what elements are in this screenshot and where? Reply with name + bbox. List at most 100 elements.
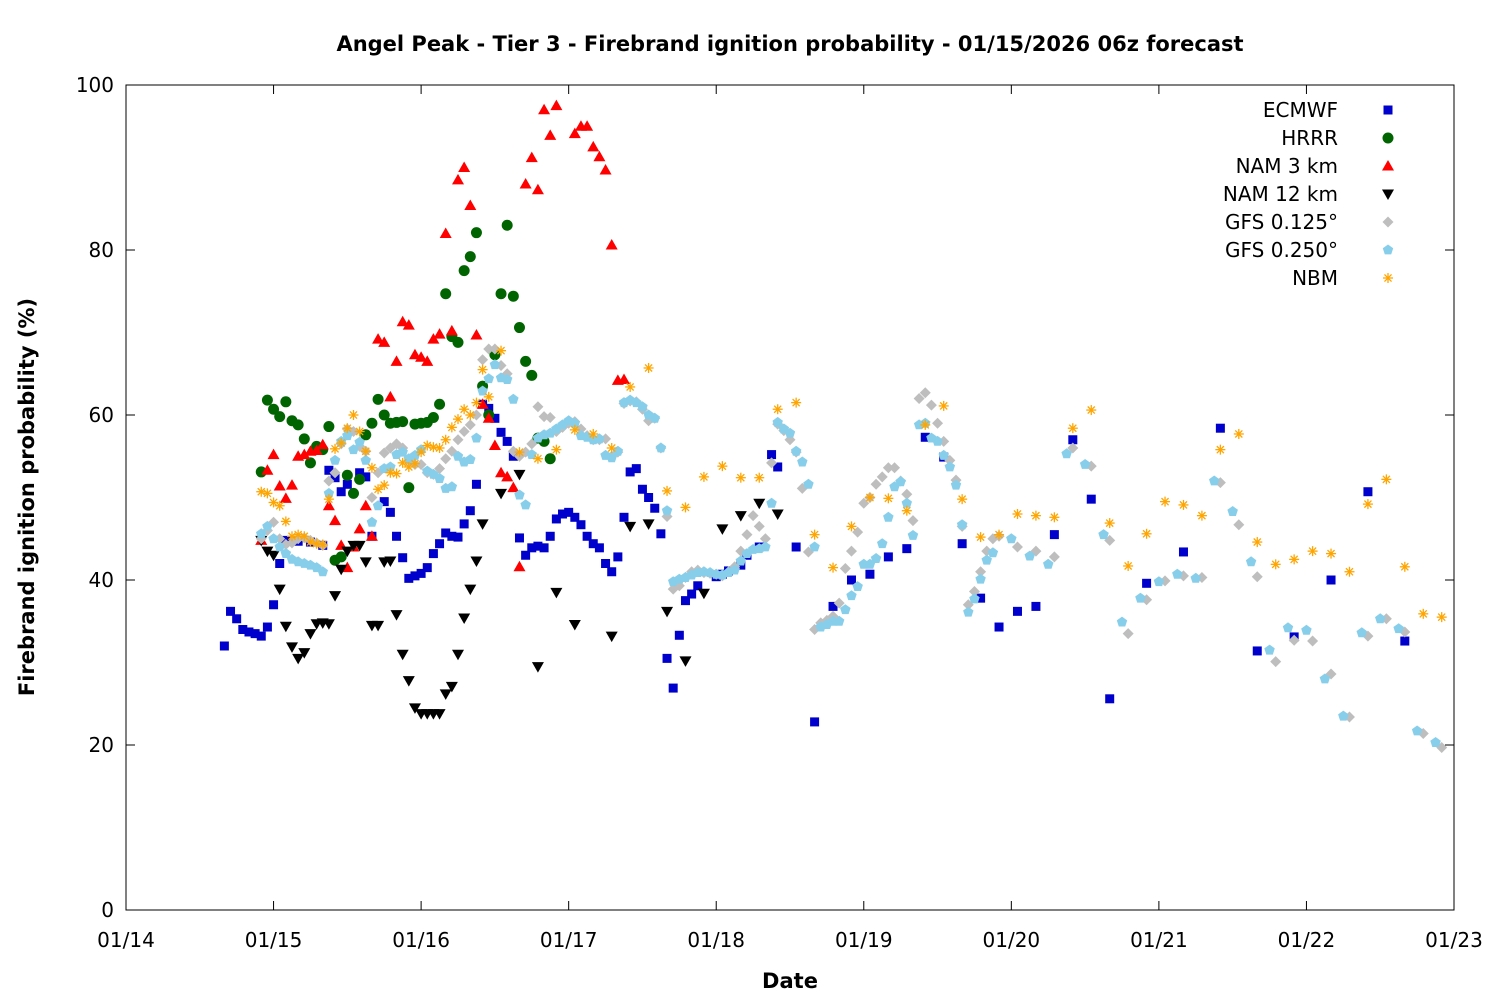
- point-ecmwf: [773, 462, 783, 472]
- point-nbm: [735, 472, 746, 483]
- x-tick-label: 01/15: [245, 928, 303, 952]
- point-hrrr: [378, 409, 390, 421]
- point-nam-12-km: [304, 629, 317, 640]
- point-gfs-0-125: [870, 478, 882, 490]
- point-gfs-0-250: [477, 385, 488, 396]
- point-nam-3-km: [329, 514, 342, 526]
- data-points: [219, 99, 1448, 753]
- point-ecmwf: [1012, 606, 1022, 616]
- legend-label: GFS 0.250°: [1225, 238, 1338, 262]
- point-nam-3-km: [273, 479, 286, 491]
- point-hrrr: [427, 411, 439, 423]
- point-gfs-0-250: [870, 553, 882, 563]
- point-nbm: [1030, 510, 1041, 521]
- x-tick-label: 01/22: [1278, 928, 1336, 952]
- point-ecmwf: [244, 627, 254, 637]
- point-gfs-0-250: [268, 533, 279, 544]
- point-nam-12-km: [353, 540, 366, 552]
- point-ecmwf: [957, 539, 967, 549]
- point-gfs-0-250: [385, 461, 396, 472]
- point-hrrr: [347, 487, 359, 499]
- point-hrrr: [292, 419, 304, 431]
- point-gfs-0-250: [329, 454, 341, 465]
- point-ecmwf: [459, 519, 469, 529]
- point-nam-12-km: [605, 631, 618, 643]
- point-gfs-0-125: [1122, 628, 1134, 640]
- point-gfs-0-250: [1393, 623, 1404, 634]
- point-gfs-0-250: [1227, 506, 1238, 516]
- point-nbm: [317, 539, 328, 550]
- point-gfs-0-125: [1011, 541, 1023, 553]
- point-hrrr: [268, 403, 280, 415]
- point-ecmwf: [539, 543, 549, 553]
- point-nbm: [569, 424, 580, 435]
- point-hrrr: [354, 473, 366, 485]
- point-ecmwf: [582, 531, 592, 541]
- point-nam-12-km: [458, 613, 471, 624]
- point-gfs-0-250: [956, 519, 968, 530]
- point-gfs-0-250: [354, 436, 365, 447]
- point-ecmwf: [269, 600, 279, 610]
- point-ecmwf: [767, 450, 777, 460]
- point-ecmwf: [656, 529, 666, 539]
- point-nbm: [1381, 474, 1392, 485]
- point-nbm: [994, 529, 1005, 540]
- point-ecmwf: [1086, 494, 1096, 504]
- point-gfs-0-250: [809, 541, 820, 552]
- point-ecmwf: [994, 622, 1004, 632]
- point-nam-12-km: [470, 556, 483, 568]
- point-gfs-0-250: [1209, 475, 1220, 486]
- point-nam-3-km: [298, 448, 311, 460]
- point-hrrr: [544, 453, 556, 465]
- point-ecmwf: [404, 573, 414, 583]
- point-gfs-0-125: [759, 533, 771, 545]
- point-nam-12-km: [464, 584, 477, 596]
- point-hrrr: [341, 469, 353, 481]
- point-gfs-0-125: [907, 515, 919, 527]
- point-nam-3-km: [525, 151, 538, 163]
- point-ecmwf: [1049, 530, 1059, 540]
- point-gfs-0-250: [502, 374, 513, 384]
- point-nbm: [828, 562, 839, 573]
- point-nbm: [342, 423, 353, 434]
- legend-label: NAM 3 km: [1236, 154, 1338, 178]
- point-gfs-0-250: [790, 445, 802, 456]
- point-ecmwf: [920, 432, 930, 442]
- point-gfs-0-250: [372, 500, 384, 511]
- point-gfs-0-125: [975, 566, 987, 578]
- point-gfs-0-125: [1288, 634, 1300, 646]
- point-gfs-0-250: [1172, 568, 1183, 579]
- point-gfs-0-125: [925, 399, 937, 411]
- point-nam-3-km: [433, 328, 446, 339]
- point-gfs-0-250: [1375, 613, 1386, 624]
- point-ecmwf: [238, 625, 248, 634]
- point-gfs-0-125: [932, 417, 944, 429]
- point-nbm: [262, 488, 273, 499]
- point-nam-3-km: [286, 479, 298, 490]
- point-nbm: [465, 410, 476, 420]
- x-tick-label: 01/14: [97, 928, 155, 952]
- point-nam-3-km: [568, 127, 581, 139]
- legend-marker-gfs-0-250: [1382, 244, 1394, 255]
- point-gfs-0-125: [882, 462, 894, 474]
- point-nam-3-km: [544, 129, 557, 140]
- point-nam-12-km: [298, 648, 311, 659]
- point-ecmwf: [1068, 435, 1078, 445]
- point-nam-3-km: [550, 99, 563, 111]
- point-nam-12-km: [771, 509, 784, 520]
- point-gfs-0-250: [1043, 558, 1054, 569]
- point-nbm: [809, 529, 820, 540]
- point-gfs-0-250: [938, 449, 949, 460]
- point-nbm: [459, 404, 470, 415]
- point-ecmwf: [883, 552, 893, 562]
- point-nam-3-km: [390, 355, 403, 366]
- point-ecmwf: [416, 568, 426, 578]
- point-nbm: [1307, 546, 1318, 557]
- point-nbm: [1086, 405, 1097, 416]
- point-ecmwf: [680, 596, 690, 606]
- point-gfs-0-250: [661, 505, 673, 516]
- point-gfs-0-250: [508, 393, 519, 404]
- point-gfs-0-250: [852, 581, 863, 591]
- point-hrrr: [323, 421, 335, 433]
- point-gfs-0-250: [735, 555, 746, 566]
